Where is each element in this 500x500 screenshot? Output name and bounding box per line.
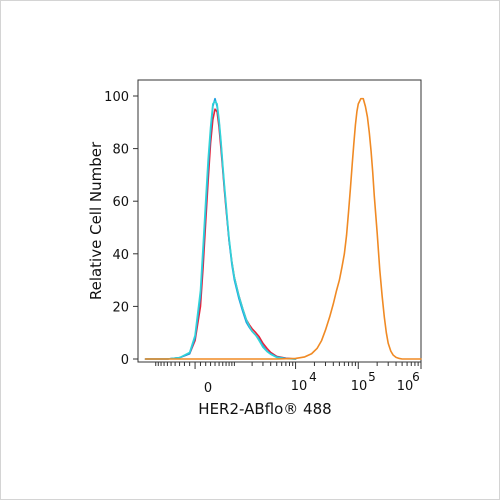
x-tick-label-10-5-exp: 5 (368, 370, 376, 384)
y-axis-title: Relative Cell Number (87, 141, 105, 300)
x-tick-label-10-4-exp: 4 (309, 370, 317, 384)
histogram-series-4 (144, 97, 422, 360)
series-group (144, 97, 422, 360)
y-tick-label-100: 100 (104, 90, 129, 105)
x-tick-label-10-6-base: 10 (397, 379, 414, 394)
x-tick-label-10-5-base: 10 (351, 379, 368, 394)
y-tick-label-0: 0 (121, 353, 129, 368)
y-tick-label-40: 40 (112, 248, 129, 263)
x-axis: 0 10 4 10 5 10 6 (138, 361, 422, 396)
x-tick-label-10-4-base: 10 (291, 379, 308, 394)
x-tick-label-0: 0 (204, 381, 212, 396)
histogram-series-3 (144, 100, 297, 360)
y-tick-label-80: 80 (112, 143, 129, 158)
y-tick-label-20: 20 (112, 300, 129, 315)
x-axis-title: HER2-ABflo® 488 (198, 400, 331, 418)
y-axis: 0 20 40 60 80 100 (104, 80, 139, 368)
x-tick-label-10-6-exp: 6 (412, 370, 420, 384)
plot-area-border (137, 79, 422, 363)
y-tick-label-60: 60 (112, 195, 129, 210)
